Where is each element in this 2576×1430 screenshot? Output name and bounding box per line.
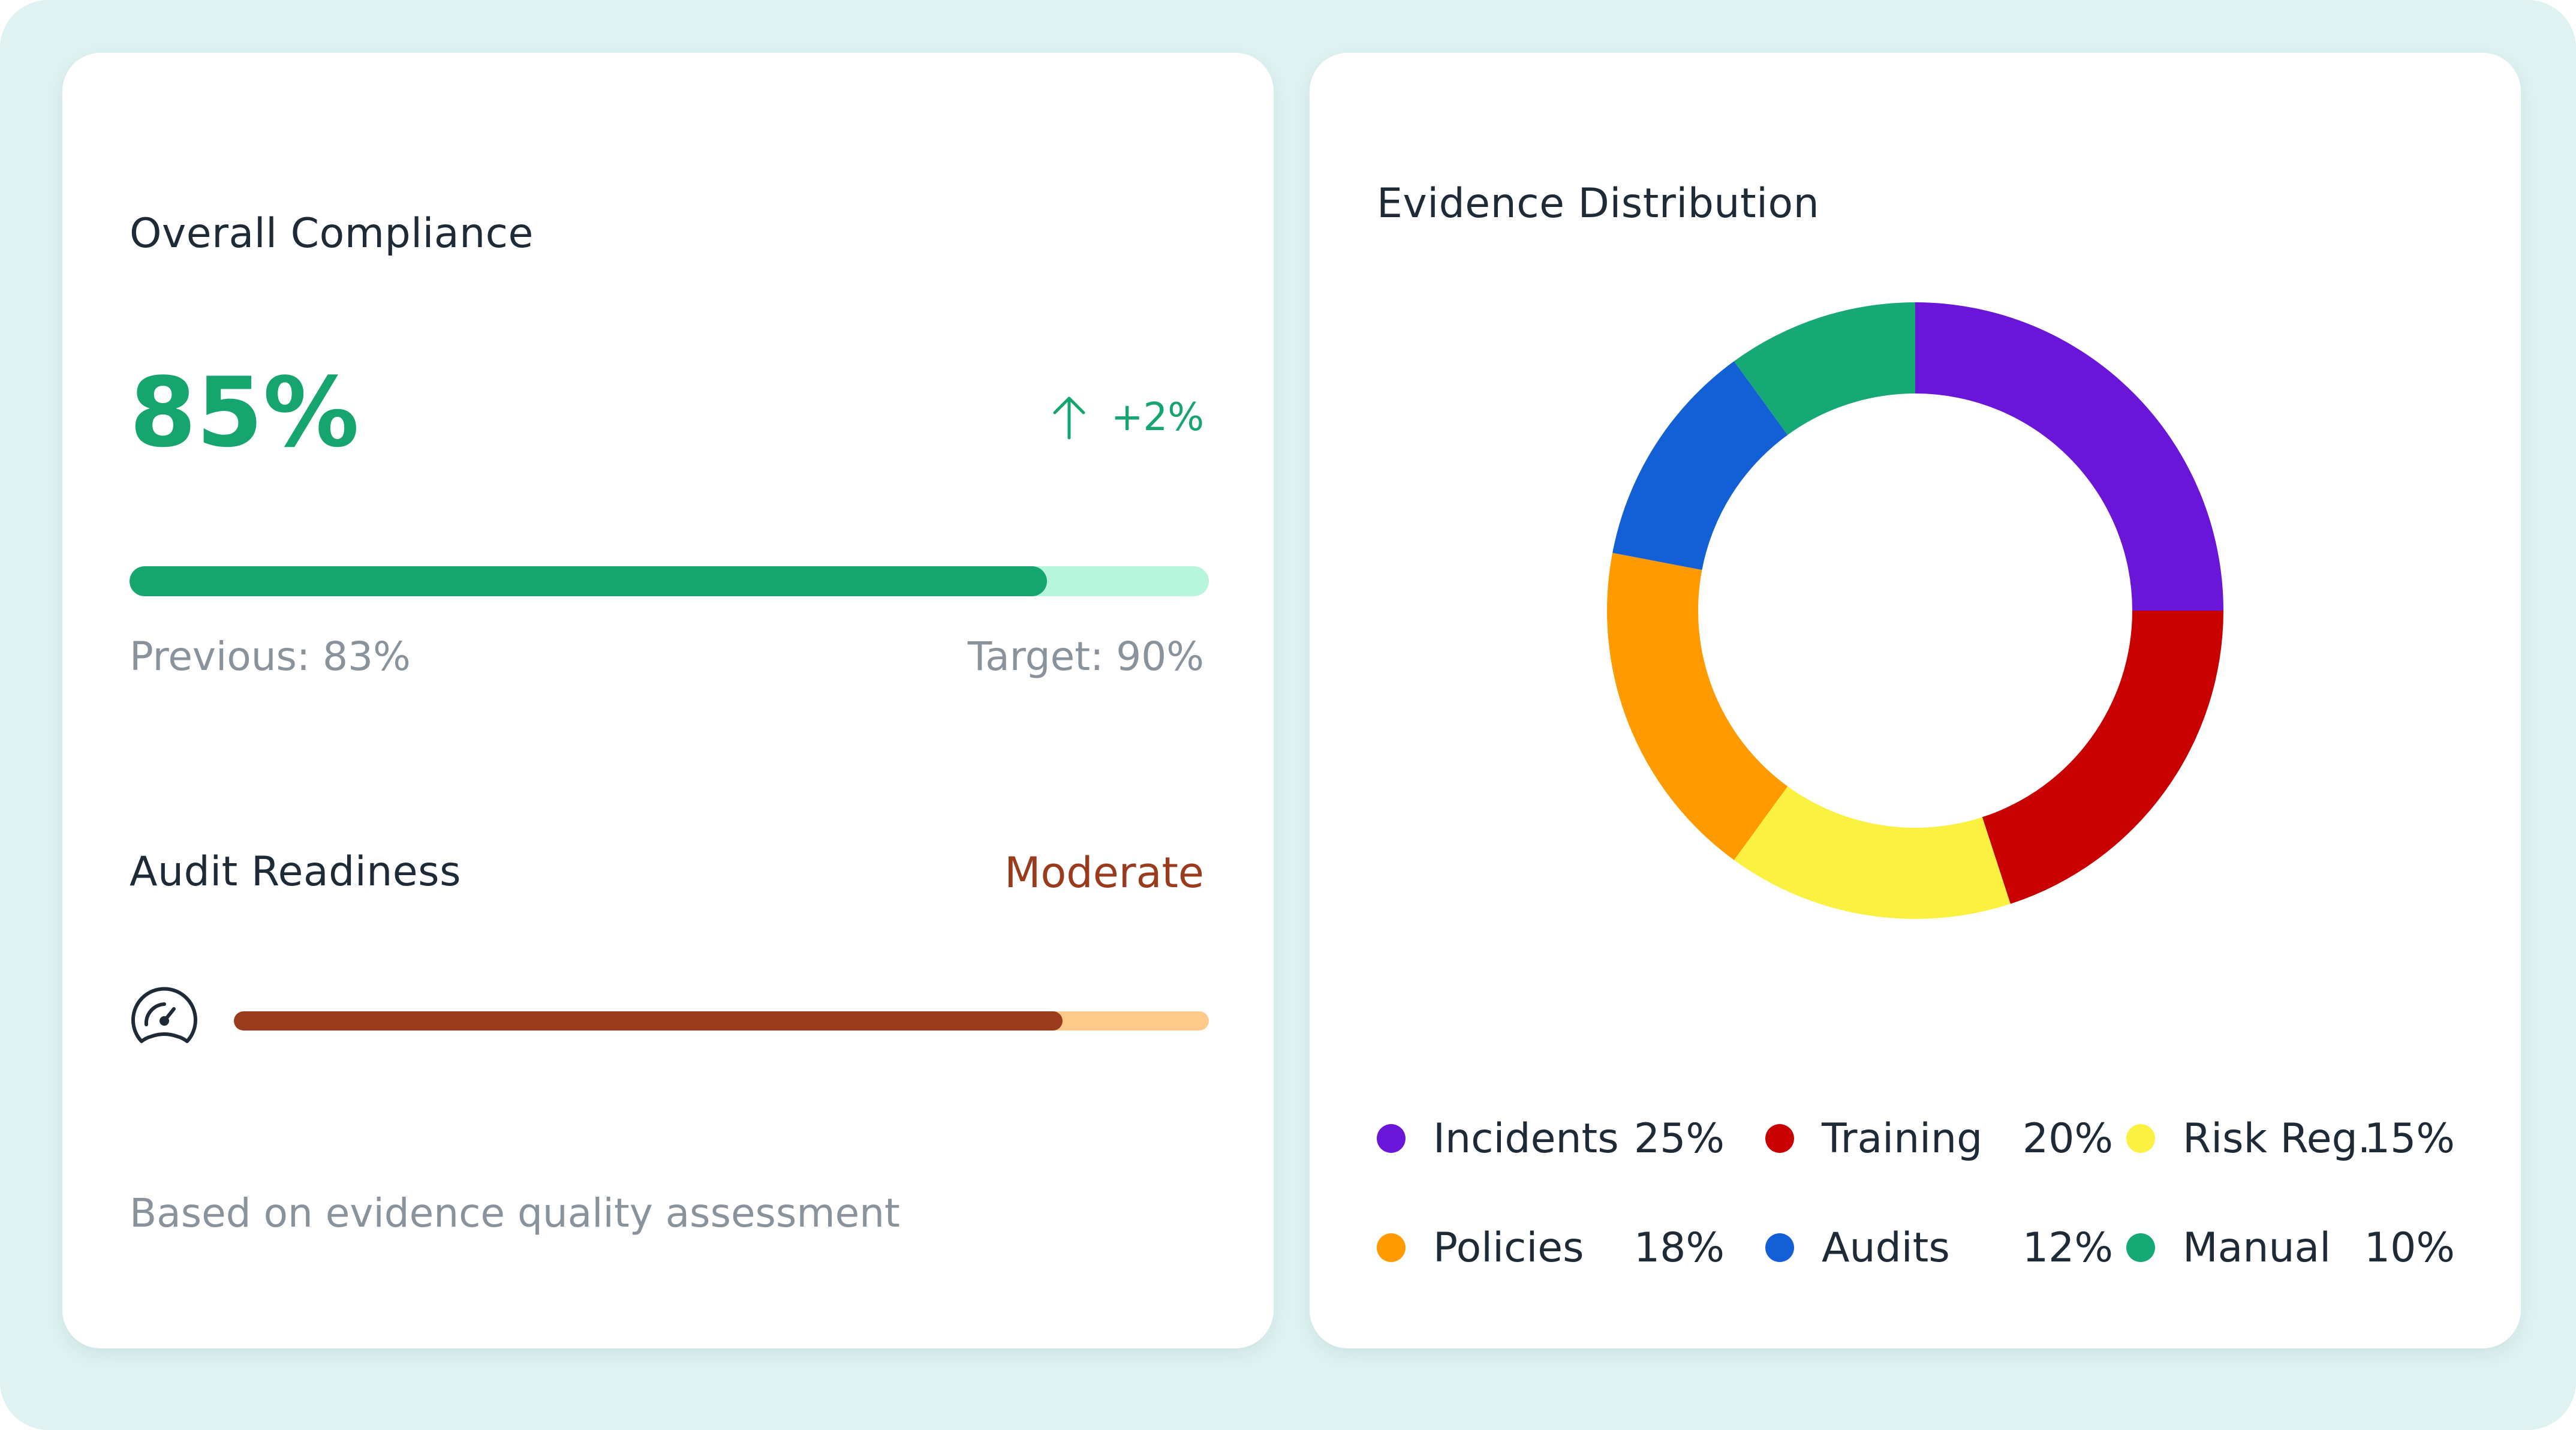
legend-percentage: 10% [2364,1224,2455,1272]
legend-swatch [2126,1233,2155,1262]
legend-item-incidents: Incidents 25% [1377,1114,1737,1162]
donut-slice-incidents [1915,302,2223,611]
legend-label: Training [1822,1114,1983,1162]
legend-percentage: 15% [2364,1114,2455,1162]
donut-slice-risk-reg [1734,786,2011,919]
legend-percentage: 25% [1633,1114,1725,1162]
arrow-up-icon [1053,396,1085,440]
readiness-note: Based on evidence quality assessment [130,1190,900,1236]
compliance-progress-bar [130,566,1209,596]
readiness-status: Moderate [1004,848,1204,897]
legend-item-risk-reg: Risk Reg. 15% [2126,1114,2455,1162]
legend-item-policies: Policies 18% [1377,1224,1737,1272]
compliance-card: Overall Compliance 85% +2% Previous: 83%… [62,53,1274,1348]
legend-label: Incidents [1433,1114,1619,1162]
donut-chart [1607,302,2223,919]
compliance-title: Overall Compliance [130,210,534,257]
legend-label: Audits [1822,1224,1950,1272]
legend-item-manual: Manual 10% [2126,1224,2455,1272]
readiness-title: Audit Readiness [130,848,461,896]
donut-slice-policies [1607,552,1788,860]
gauge-icon [131,987,197,1043]
legend-percentage: 12% [2022,1224,2113,1272]
legend-label: Manual [2183,1224,2331,1272]
compliance-delta: +2% [1051,395,1204,440]
legend-swatch [1765,1124,1794,1153]
distribution-card: Evidence Distribution Incidents 25% Traini… [1310,53,2521,1348]
legend-percentage: 18% [1633,1224,1725,1272]
compliance-delta-value: +2% [1111,395,1204,440]
legend-label: Policies [1433,1224,1584,1272]
legend-swatch [1377,1124,1406,1153]
legend-swatch [1377,1233,1406,1262]
legend-item-training: Training 20% [1765,1114,2125,1162]
legend-swatch [2126,1124,2155,1153]
compliance-progress-fill [130,566,1047,596]
readiness-progress-fill [234,1011,1063,1031]
compliance-percentage: 85% [130,356,359,468]
donut-slice-manual [1734,302,1915,435]
legend-swatch [1765,1233,1794,1262]
readiness-progress-bar [234,1011,1209,1031]
target-value: Target: 90% [967,633,1204,680]
donut-slice-audits [1612,361,1788,570]
donut-slice-training [1982,611,2223,904]
legend-item-audits: Audits 12% [1765,1224,2125,1272]
legend-percentage: 20% [2022,1114,2113,1162]
distribution-title: Evidence Distribution [1377,180,1820,227]
previous-value: Previous: 83% [130,633,411,680]
legend-label: Risk Reg. [2183,1114,2371,1162]
